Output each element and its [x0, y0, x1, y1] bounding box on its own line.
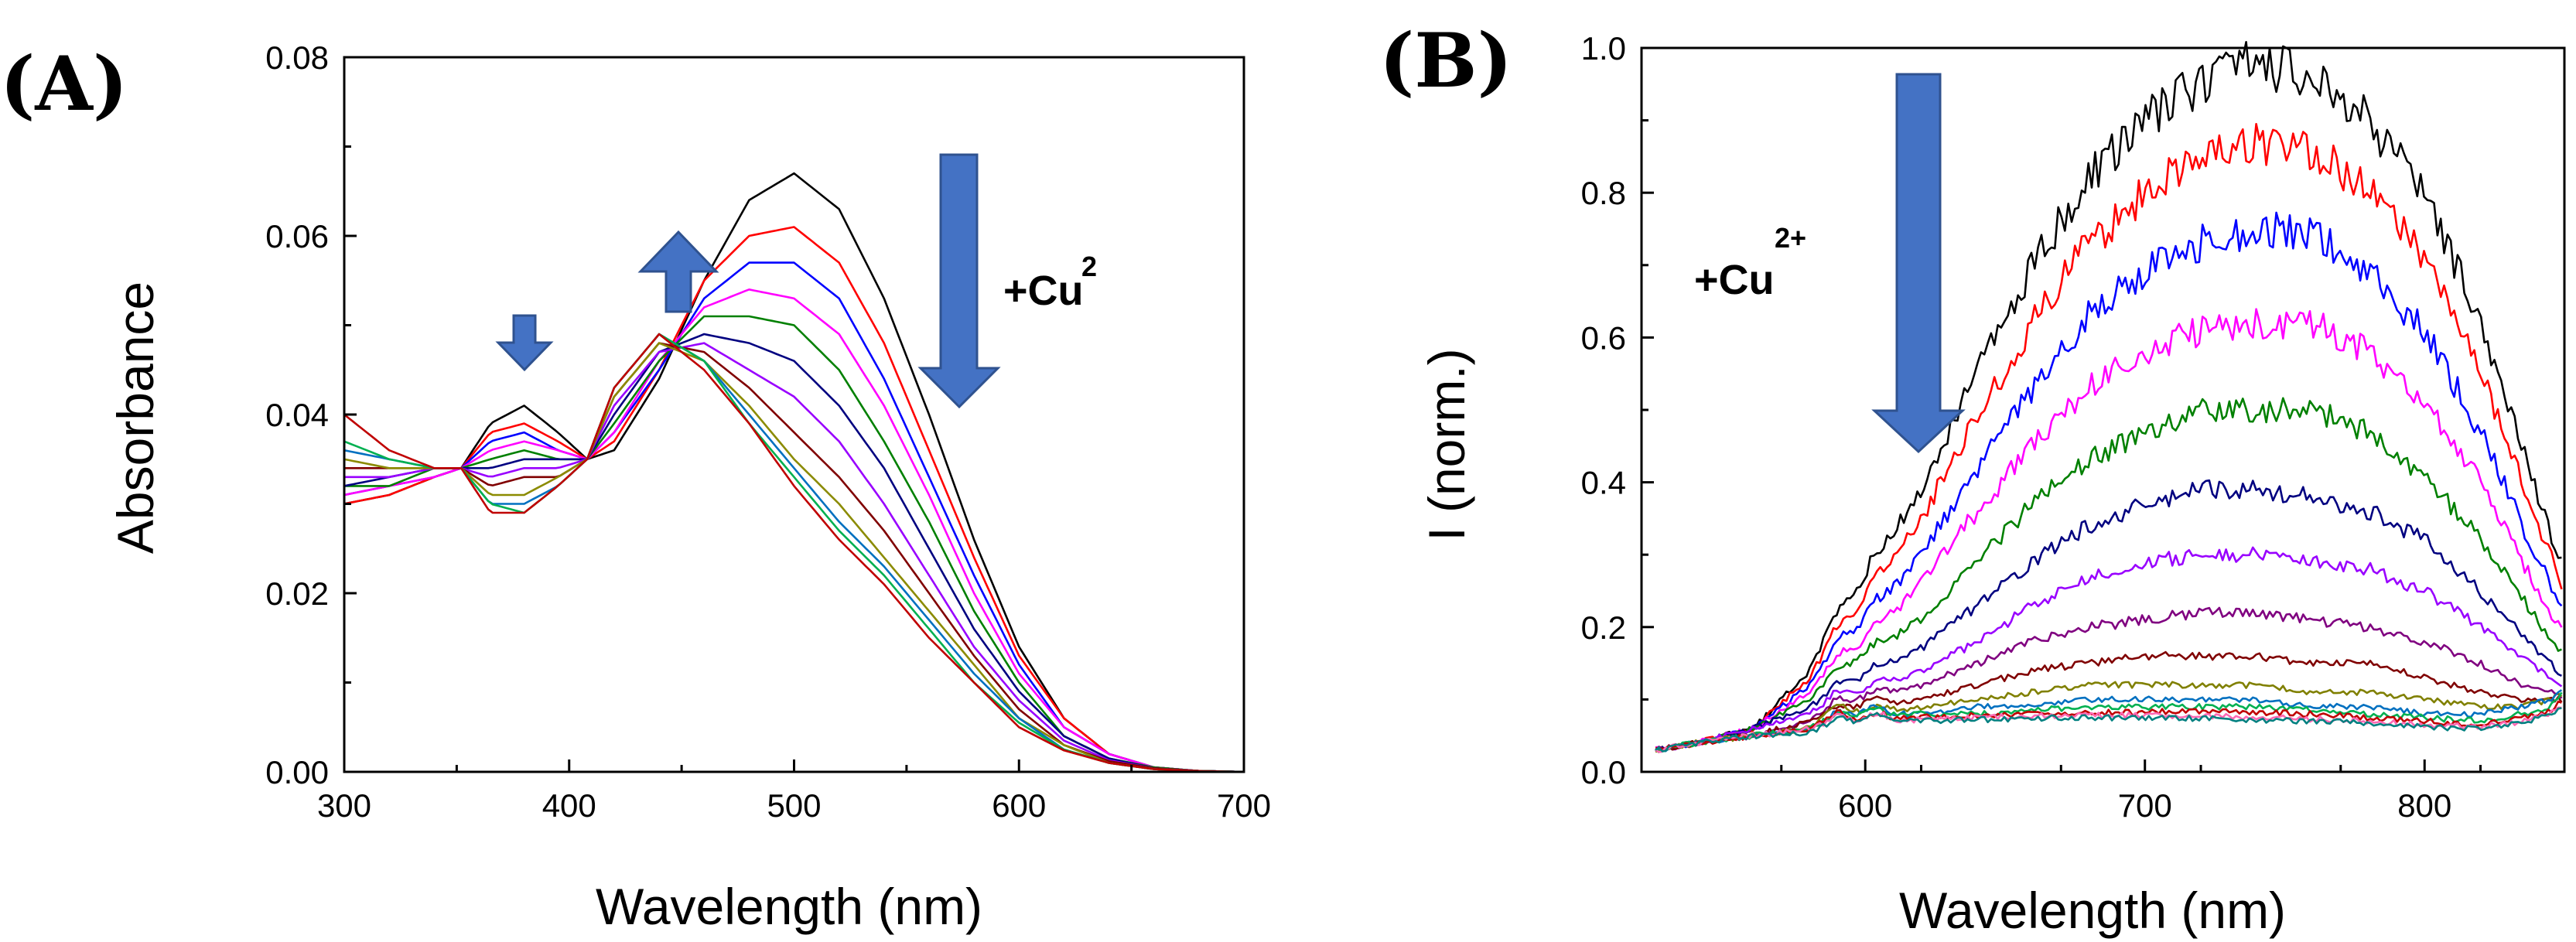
panel-b-y-tick-label: 0.8 [1581, 175, 1626, 211]
panel-b-series-7 [1655, 606, 2563, 753]
panel-a-down-arrow-small [495, 314, 554, 372]
panel-a: (A) 300 400 500 600 7000.000.020.040.060.08 … [0, 39, 1271, 935]
panel-a-series-11 [343, 333, 1245, 773]
panel-a-x-tick-label: 600 [992, 787, 1046, 824]
panel-b-series-2 [1655, 211, 2563, 750]
panel-a-cu-annotation: +Cu 2 [1003, 251, 1097, 314]
panel-a-y-tick-label: 0.00 [265, 754, 329, 790]
panel-b-series-8 [1655, 650, 2563, 753]
panel-b-y-tick-label: 0.6 [1581, 319, 1626, 356]
panel-b-down-arrow [1871, 73, 1966, 454]
panel-a-series-3 [343, 288, 1245, 773]
panel-a-series-7 [344, 342, 1245, 773]
panel-a-y-tick-label: 0.08 [265, 39, 329, 76]
panel-a-x-tick-label: 500 [767, 787, 821, 824]
panel-b-series-group [1655, 40, 2563, 753]
panel-a-y-tick-label: 0.02 [265, 575, 329, 612]
panel-a-series-1 [343, 226, 1245, 773]
panel-b-y-axis-title: I (norm.) [1418, 348, 1475, 541]
panel-b-series-0 [1655, 40, 2562, 753]
panel-a-x-tick-label: 300 [317, 787, 371, 824]
panel-a-up-arrow [637, 230, 719, 313]
panel-a-x-axis-title: Wavelength (nm) [596, 878, 982, 935]
panel-b-y-tick-label: 1.0 [1581, 30, 1626, 67]
panel-b: (B) 600 700 800 0.0 0.2 0.4 0.6 0.8 1.0 Waveleng… [1379, 17, 2566, 939]
panel-b-x-tick-label: 700 [2118, 787, 2172, 824]
panel-b-series-5 [1655, 479, 2562, 753]
panel-a-series-6 [344, 342, 1245, 773]
panel-b-y-tick-label: 0.0 [1581, 754, 1626, 790]
panel-a-series-5 [343, 333, 1245, 773]
panel-b-y-tick-label: 0.2 [1581, 609, 1626, 646]
panel-a-y-tick-label: 0.06 [265, 218, 329, 254]
panel-a-series-8 [343, 342, 1245, 773]
panel-b-series-14 [1655, 707, 2562, 753]
panel-b-series-3 [1655, 308, 2563, 753]
panel-b-label: (B) [1379, 17, 1512, 104]
panel-b-x-tick-label: 600 [1838, 787, 1892, 824]
panel-a-down-arrow-large [917, 153, 1001, 409]
panel-a-y-tick-label: 0.04 [265, 397, 329, 433]
panel-a-series-group [343, 172, 1245, 773]
panel-b-y-tick-label: 0.4 [1581, 465, 1626, 501]
panel-a-label: (A) [0, 40, 128, 128]
panel-b-cu-annotation: +Cu 2+ [1694, 222, 1806, 303]
panel-b-ticks: 600 700 800 0.0 0.2 0.4 0.6 0.8 1.0 [1581, 30, 2482, 824]
panel-b-series-4 [1655, 397, 2562, 752]
panel-b-x-axis-title: Wavelength (nm) [1899, 882, 2286, 939]
panel-b-series-1 [1655, 123, 2563, 753]
panel-a-ticks: 300 400 500 600 700 0.00 0.02 0.04 0.06 0.08 [265, 39, 1271, 824]
panel-b-x-tick-label: 800 [2397, 787, 2451, 824]
panel-b-series-6 [1655, 546, 2563, 752]
panel-a-y-axis-title: Absorbance [107, 282, 164, 554]
panel-a-x-tick-label: 700 [1217, 787, 1271, 824]
panel-a-x-tick-label: 400 [542, 787, 596, 824]
